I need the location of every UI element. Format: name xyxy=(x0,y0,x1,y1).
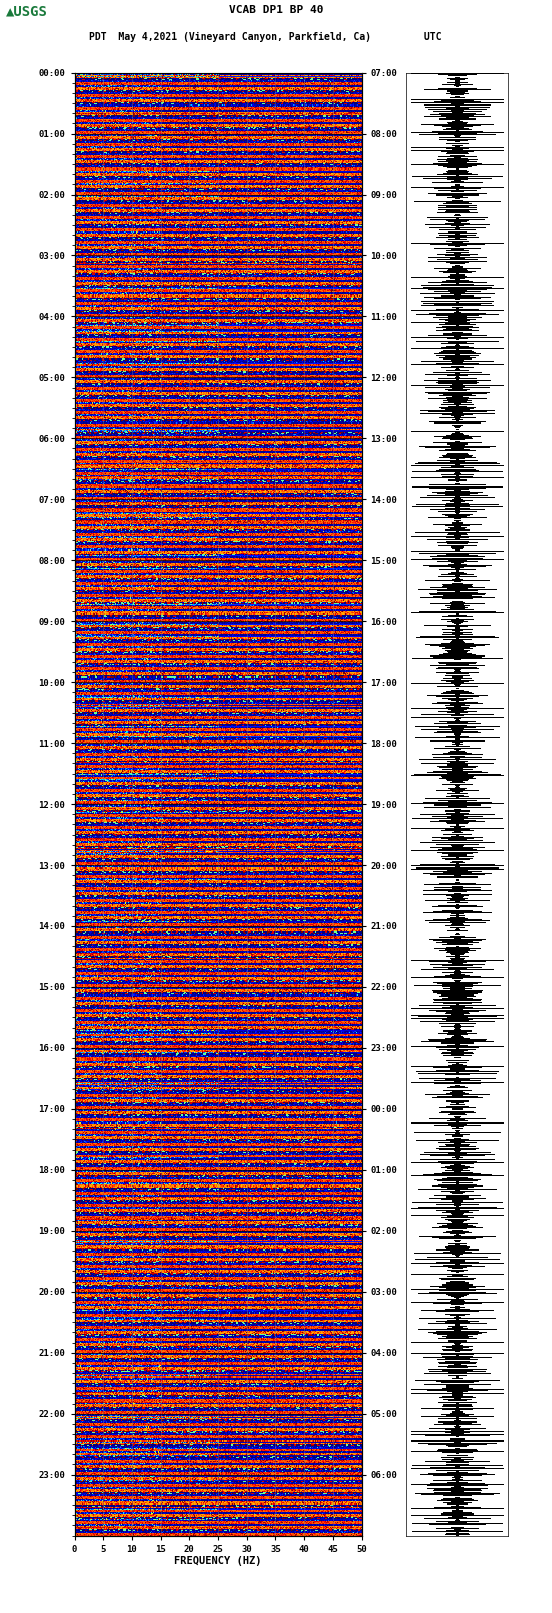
Text: PDT  May 4,2021 (Vineyard Canyon, Parkfield, Ca)         UTC: PDT May 4,2021 (Vineyard Canyon, Parkfie… xyxy=(89,32,441,42)
Text: ▲USGS: ▲USGS xyxy=(6,5,47,19)
X-axis label: FREQUENCY (HZ): FREQUENCY (HZ) xyxy=(174,1557,262,1566)
Text: VCAB DP1 BP 40: VCAB DP1 BP 40 xyxy=(229,5,323,15)
